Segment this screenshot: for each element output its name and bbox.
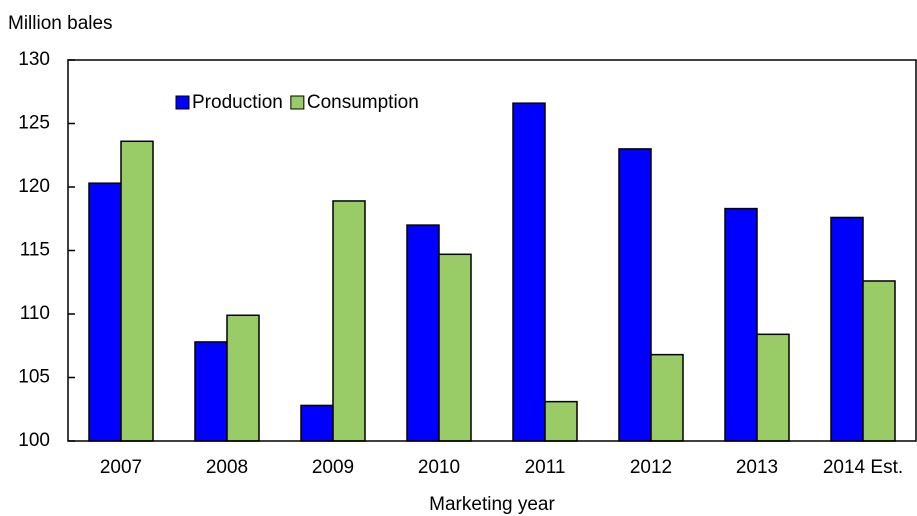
- x-tick-label: 2010: [418, 457, 460, 478]
- bar: [756, 333, 790, 442]
- y-tick-label: 115: [20, 240, 50, 261]
- y-tick-label: 110: [20, 303, 50, 324]
- bar: [862, 280, 896, 442]
- y-tick-label: 125: [18, 113, 50, 134]
- x-tick-label: 2011: [525, 457, 566, 478]
- y-tick-label: 105: [18, 367, 50, 388]
- bar: [438, 253, 472, 442]
- bar: [300, 404, 334, 442]
- y-tick-label: 100: [18, 430, 50, 451]
- bar: [120, 140, 154, 442]
- bar: [724, 207, 758, 442]
- bar: [226, 314, 260, 442]
- bar: [544, 400, 578, 442]
- x-tick-label: 2013: [736, 457, 778, 478]
- bar: [618, 148, 652, 442]
- legend-swatch: [175, 95, 190, 110]
- bar: [194, 341, 228, 442]
- plot-frame: [67, 59, 917, 442]
- bar: [88, 182, 122, 442]
- x-tick-label: 2009: [312, 457, 354, 478]
- x-tick-label: 2008: [206, 457, 248, 478]
- bar: [830, 216, 864, 442]
- bar: [650, 353, 684, 442]
- y-tick-label: 120: [18, 176, 50, 197]
- legend-swatch: [290, 95, 305, 110]
- x-axis-label: Marketing year: [429, 494, 555, 515]
- x-tick-label: 2012: [630, 457, 672, 478]
- bar: [332, 200, 366, 442]
- y-axis-label: Million bales: [8, 13, 113, 34]
- legend-label: Production: [192, 92, 283, 113]
- bar: [406, 224, 440, 442]
- legend-label: Consumption: [307, 92, 419, 113]
- x-tick-label: 2014 Est.: [823, 457, 903, 478]
- y-tick-label: 130: [18, 49, 50, 70]
- bar: [512, 102, 546, 442]
- x-tick-label: 2007: [100, 457, 142, 478]
